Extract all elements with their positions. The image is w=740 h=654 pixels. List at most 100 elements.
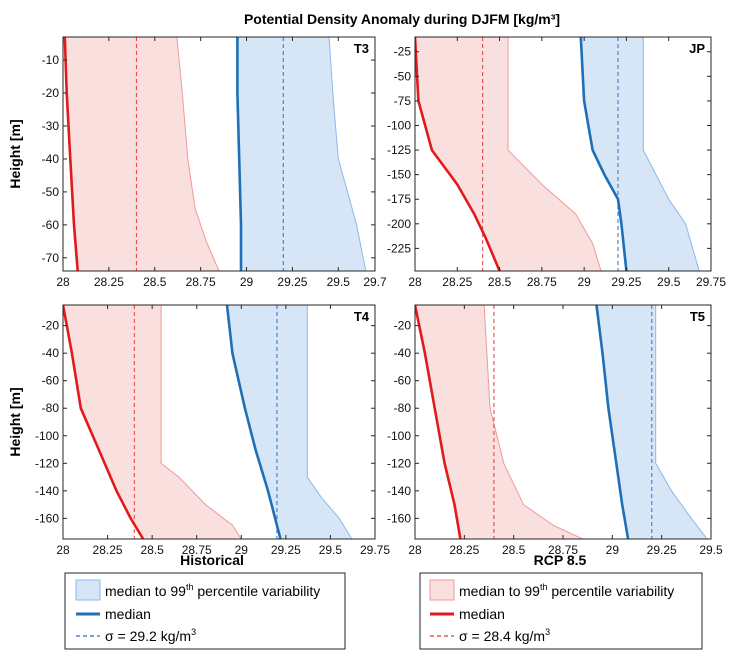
rcp-99th-percentile-line xyxy=(160,305,242,539)
x-tick-label: 29.75 xyxy=(696,275,726,289)
plot-frame xyxy=(414,36,712,272)
x-tick-label: 28.75 xyxy=(527,275,557,289)
y-tick-label: -60 xyxy=(394,374,412,388)
panel-jp: 28 28.25 28.5 28.75 29 29.25 29.5 29.75 -25 -50 -7… xyxy=(387,36,726,289)
historical-99th-percentile-line xyxy=(328,37,367,271)
plot-frame xyxy=(62,304,376,540)
x-tick-label: 28.5 xyxy=(488,275,512,289)
y-axis-label: Height [m] xyxy=(7,387,23,456)
plot-frame xyxy=(62,36,376,272)
panel-label-t5: T5 xyxy=(690,309,705,324)
y-tick-label: -225 xyxy=(387,241,411,255)
y-tick-label: -120 xyxy=(387,456,411,470)
rcp-variability-band xyxy=(415,305,583,539)
legend-band-label-historical: median to 99th percentile variability xyxy=(105,582,320,599)
legend-band-label-rcp: median to 99th percentile variability xyxy=(459,582,674,599)
historical-variability-band xyxy=(227,305,352,539)
legend-frame xyxy=(64,572,346,650)
y-tick-label: -20 xyxy=(394,319,412,333)
panel-label-t3: T3 xyxy=(354,41,369,56)
x-tick-label: 29.25 xyxy=(277,275,307,289)
historical-variability-band xyxy=(237,37,366,271)
y-tick-label: -30 xyxy=(42,119,60,133)
panel-t4: 28 28.25 28.5 28.75 29 29.25 29.5 29.75 -20 -40 -6… xyxy=(7,304,390,557)
rcp-99th-percentile-line xyxy=(176,37,220,271)
historical-median-line xyxy=(225,305,282,539)
historical-99th-percentile-line xyxy=(642,37,700,271)
rcp-median-line xyxy=(63,305,145,539)
x-tick-label: 28 xyxy=(56,543,70,557)
x-tick-label: 28 xyxy=(56,275,70,289)
x-tick-label: 28.5 xyxy=(502,543,526,557)
historical-variability-band xyxy=(596,305,708,539)
x-tick-label: 29 xyxy=(240,275,254,289)
legend-sigma-label-historical: σ = 29.2 kg/m3 xyxy=(105,627,196,644)
legend-band-swatch-historical xyxy=(75,579,101,601)
y-tick-label: -175 xyxy=(387,192,411,206)
x-tick-label: 28 xyxy=(408,275,422,289)
x-tick-label: 29 xyxy=(235,543,249,557)
x-tick-label: 29.75 xyxy=(360,543,390,557)
x-tick-label: 28.75 xyxy=(186,275,216,289)
y-tick-label: -140 xyxy=(387,484,411,498)
y-tick-label: -25 xyxy=(394,45,412,59)
plot-area xyxy=(415,37,700,271)
x-tick-label: 28.75 xyxy=(548,543,578,557)
x-tick-label: 29.5 xyxy=(699,543,723,557)
historical-variability-band xyxy=(580,37,700,271)
y-tick-label: -20 xyxy=(42,86,60,100)
panel-label-t4: T4 xyxy=(354,309,370,324)
historical-median-line xyxy=(579,37,628,271)
x-tick-label: 28.25 xyxy=(94,275,124,289)
legend-median-label-historical: median xyxy=(105,606,151,622)
y-tick-label: -10 xyxy=(42,53,60,67)
x-tick-label: 28.25 xyxy=(93,543,123,557)
historical-median-line xyxy=(595,305,630,539)
y-axis-label: Height [m] xyxy=(7,119,23,188)
rcp-variability-band xyxy=(415,37,602,271)
legend-median-label-rcp: median xyxy=(459,606,505,622)
y-tick-label: -60 xyxy=(42,374,60,388)
historical-99th-percentile-line xyxy=(655,305,708,539)
x-tick-label: 28.5 xyxy=(143,275,167,289)
rcp-median-line xyxy=(415,305,462,539)
y-tick-label: -60 xyxy=(42,218,60,232)
y-tick-label: -75 xyxy=(394,94,412,108)
panels: 28 28.25 28.5 28.75 29 29.25 29.5 29.7 -10 -20 -30… xyxy=(7,36,726,557)
y-tick-label: -40 xyxy=(394,346,412,360)
y-tick-label: -80 xyxy=(394,401,412,415)
x-tick-label: 28.5 xyxy=(140,543,164,557)
x-tick-label: 28 xyxy=(408,543,422,557)
x-tick-label: 29.25 xyxy=(647,543,677,557)
y-tick-label: -200 xyxy=(387,217,411,231)
x-tick-label: 28.25 xyxy=(449,543,479,557)
y-tick-label: -20 xyxy=(42,319,60,333)
historical-99th-percentile-line xyxy=(306,305,353,539)
y-tick-label: -50 xyxy=(42,185,60,199)
x-tick-label: 29.5 xyxy=(319,543,343,557)
rcp-99th-percentile-line xyxy=(483,305,583,539)
rcp-99th-percentile-line xyxy=(507,37,602,271)
y-tick-label: -100 xyxy=(35,429,59,443)
y-tick-label: -160 xyxy=(387,511,411,525)
rcp-variability-band xyxy=(63,305,242,539)
y-tick-label: -70 xyxy=(42,251,60,265)
y-tick-label: -80 xyxy=(42,401,60,415)
x-tick-label: 29 xyxy=(577,275,591,289)
x-tick-label: 29.5 xyxy=(327,275,351,289)
y-tick-label: -100 xyxy=(387,429,411,443)
x-tick-label: 29 xyxy=(606,543,620,557)
x-tick-label: 28.25 xyxy=(442,275,472,289)
y-tick-label: -125 xyxy=(387,143,411,157)
x-tick-label: 29.5 xyxy=(657,275,681,289)
y-tick-label: -140 xyxy=(35,484,59,498)
x-tick-label: 28.75 xyxy=(182,543,212,557)
plot-area xyxy=(63,305,353,539)
panel-label-jp: JP xyxy=(689,41,705,56)
figure-title: Potential Density Anomaly during DJFM [k… xyxy=(244,11,560,27)
y-tick-label: -40 xyxy=(42,152,60,166)
panel-t3: 28 28.25 28.5 28.75 29 29.25 29.5 29.7 -10 -20 -30… xyxy=(7,36,387,289)
legend-band-swatch-rcp xyxy=(429,579,455,601)
y-tick-label: -100 xyxy=(387,118,411,132)
